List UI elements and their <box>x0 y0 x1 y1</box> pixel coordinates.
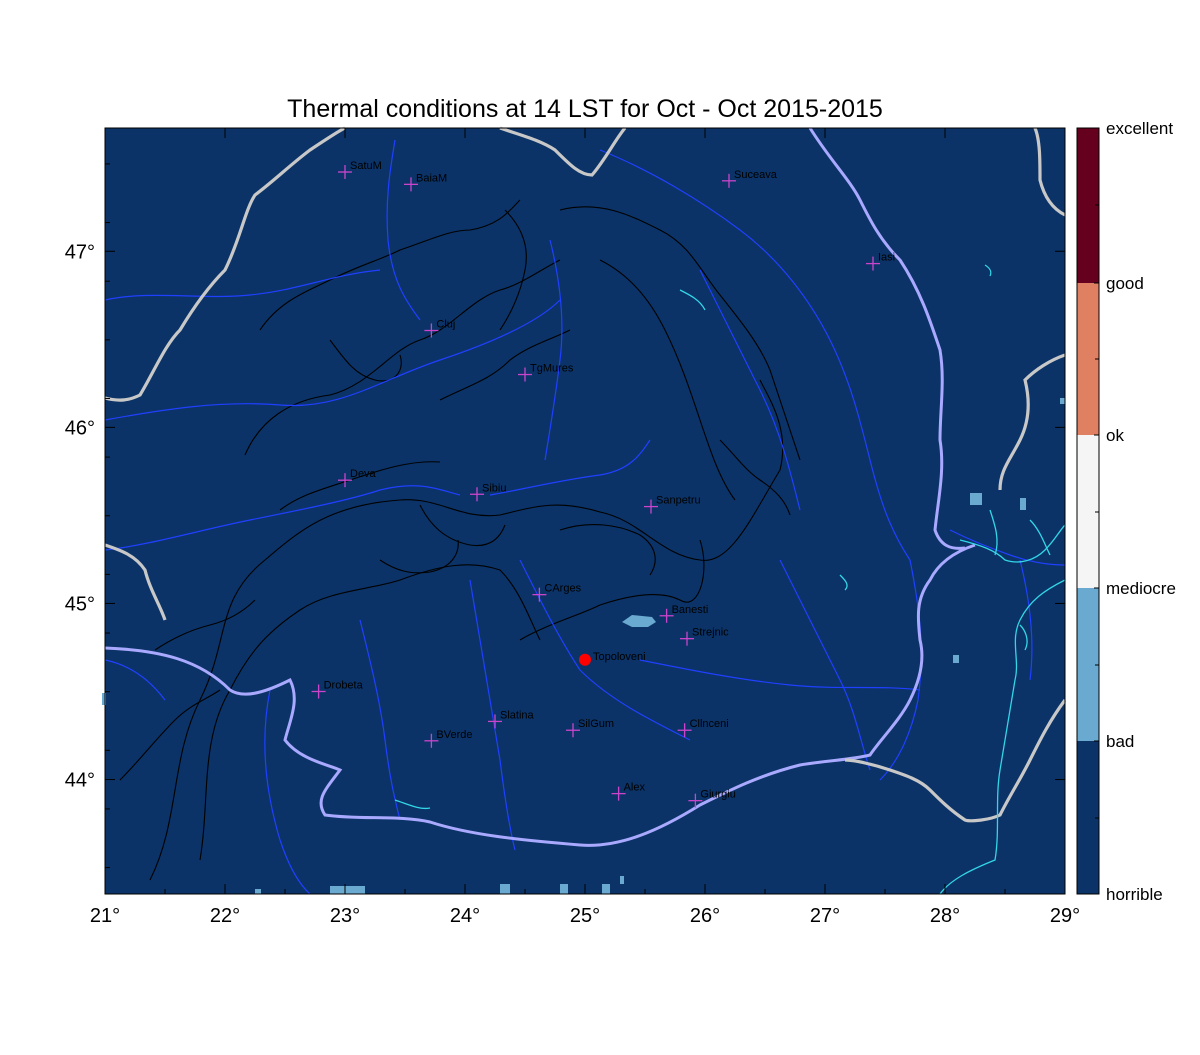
city-label: BaiaM <box>416 172 447 184</box>
map-background <box>105 128 1065 894</box>
x-tick-label: 29° <box>1050 905 1080 927</box>
city-label: TgMures <box>530 363 574 375</box>
legend-label: ok <box>1106 426 1124 445</box>
city-marker[interactable]: Sanpetru <box>644 495 701 514</box>
city-label: Deva <box>350 468 377 480</box>
x-tick-label: 25° <box>570 905 600 927</box>
legend-swatch <box>1077 283 1099 435</box>
y-tick-label: 47° <box>65 241 95 263</box>
city-label: Cluj <box>436 319 455 331</box>
x-tick-label: 26° <box>690 905 720 927</box>
city-label: Strejnic <box>692 627 729 639</box>
x-tick-label: 27° <box>810 905 840 927</box>
legend-frame <box>1076 127 1100 895</box>
city-label: Cllnceni <box>690 718 729 730</box>
x-axis-labels: 21° 22° 23° 24° 25° 26° 27° 28° 29° <box>90 905 1080 927</box>
x-tick-label: 24° <box>450 905 480 927</box>
y-tick-label: 44° <box>65 770 95 792</box>
city-marker[interactable]: Drobeta <box>311 679 364 699</box>
map-panel: SatuM BaiaM Suceava Iasi Cluj TgMures Deva Sibi… <box>102 126 1067 895</box>
city-label: CArges <box>544 583 581 595</box>
axis-ticks <box>104 128 1066 894</box>
legend-label: horrible <box>1106 885 1163 904</box>
highlight-point-group: Topoloveni <box>579 651 646 666</box>
city-marker[interactable]: Giurgiu <box>688 789 736 808</box>
city-marker[interactable]: Cluj <box>424 319 455 338</box>
country-borders <box>104 126 1067 823</box>
danube-river <box>104 127 976 847</box>
x-tick-label: 23° <box>330 905 360 927</box>
legend-label: good <box>1106 274 1144 293</box>
city-label: Suceava <box>734 169 778 181</box>
city-label: Drobeta <box>324 679 364 691</box>
city-marker[interactable]: Banesti <box>659 604 709 623</box>
city-marker[interactable]: TgMures <box>518 363 574 382</box>
city-label: Slatina <box>500 709 535 721</box>
city-marker[interactable]: CArges <box>532 583 582 602</box>
legend-swatch <box>1077 588 1099 741</box>
y-tick-label: 45° <box>65 593 95 615</box>
city-marker[interactable]: Cllnceni <box>677 718 729 738</box>
city-label: Sibiu <box>482 482 506 494</box>
map-title: Thermal conditions at 14 LST for Oct - O… <box>287 95 883 123</box>
city-label: Banesti <box>672 604 709 616</box>
city-marker[interactable]: SilGum <box>566 718 614 738</box>
city-label: SilGum <box>578 718 614 730</box>
city-marker[interactable]: Slatina <box>488 709 535 729</box>
black-sea-coast <box>394 264 1066 895</box>
city-marker[interactable]: BVerde <box>424 729 472 748</box>
legend-colorbar: excellent good ok mediocre bad horrible <box>1076 119 1176 904</box>
legend-label: mediocre <box>1106 579 1176 598</box>
y-tick-label: 46° <box>65 417 95 439</box>
x-tick-label: 22° <box>210 905 240 927</box>
city-markers: SatuM BaiaM Suceava Iasi Cluj TgMures Deva Sibi… <box>311 160 895 808</box>
city-label: BVerde <box>436 729 472 741</box>
bad-class-patches <box>102 398 1065 894</box>
city-marker[interactable]: Sibiu <box>470 482 506 502</box>
elevation-contours <box>119 199 801 881</box>
city-marker[interactable]: Strejnic <box>680 627 729 646</box>
city-marker[interactable]: Suceava <box>722 169 778 188</box>
city-marker[interactable]: Alex <box>611 782 646 801</box>
city-label: Iasi <box>878 252 895 264</box>
x-tick-label: 21° <box>90 905 120 927</box>
city-marker[interactable]: Iasi <box>866 252 895 271</box>
legend-label: excellent <box>1106 119 1173 138</box>
y-axis-labels: 44° 45° 46° 47° <box>65 241 95 791</box>
legend-swatch <box>1077 435 1099 588</box>
topoloveni-point[interactable] <box>579 653 591 666</box>
topoloveni-label: Topoloveni <box>593 651 646 663</box>
city-marker[interactable]: SatuM <box>338 160 382 180</box>
legend-label: bad <box>1106 732 1134 751</box>
rivers <box>104 139 1066 895</box>
city-marker[interactable]: BaiaM <box>404 172 447 192</box>
legend-swatch <box>1077 741 1099 894</box>
city-label: Giurgiu <box>700 789 735 801</box>
x-tick-label: 28° <box>930 905 960 927</box>
legend-swatch <box>1077 128 1099 283</box>
city-label: Alex <box>624 782 646 794</box>
city-marker[interactable]: Deva <box>338 468 377 488</box>
city-label: SatuM <box>350 160 382 172</box>
city-label: Sanpetru <box>656 495 701 507</box>
